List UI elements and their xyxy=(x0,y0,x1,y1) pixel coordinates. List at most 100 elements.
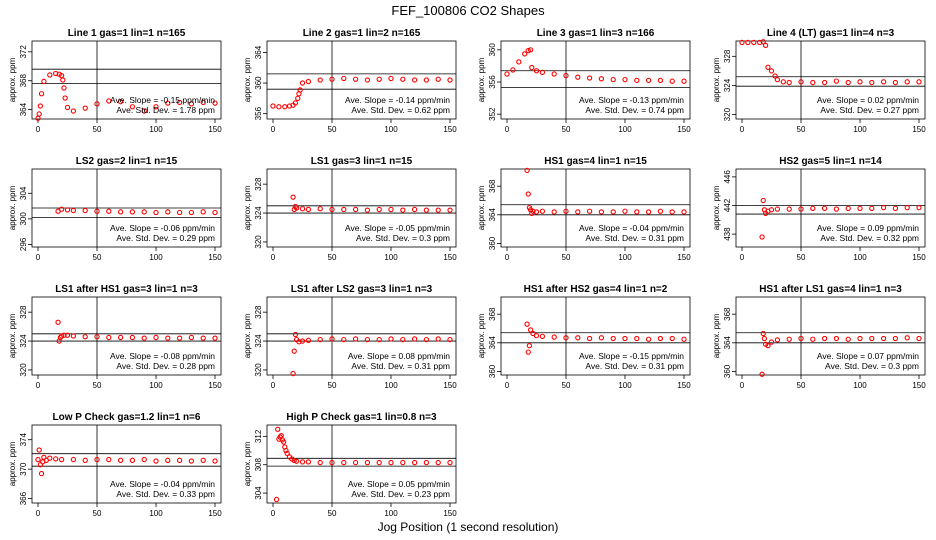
data-point xyxy=(669,335,675,342)
data-point xyxy=(291,348,297,354)
data-point xyxy=(880,79,887,85)
data-point xyxy=(634,77,640,84)
data-point xyxy=(280,439,287,445)
data-point xyxy=(276,104,282,110)
data-point xyxy=(759,234,765,240)
data-point xyxy=(533,209,540,215)
slope-annotation: Ave. Slope = -0.14 ppm/min xyxy=(345,95,450,105)
data-point xyxy=(61,332,67,338)
data-point xyxy=(845,79,851,86)
data-point xyxy=(857,335,863,342)
data-point xyxy=(772,73,778,79)
data-point xyxy=(657,208,664,214)
x-tick-label: 50 xyxy=(93,509,102,518)
y-tick-label: 368 xyxy=(723,307,732,321)
panel-title: Low P Check gas=1.2 lin=1 n=6 xyxy=(53,412,201,423)
panel-title: LS1 after LS2 gas=3 lin=1 n=3 xyxy=(291,284,433,295)
y-tick-label: 304 xyxy=(19,186,28,200)
data-point xyxy=(760,330,766,337)
data-point xyxy=(821,335,828,342)
data-point xyxy=(524,321,530,327)
data-point xyxy=(857,79,863,85)
data-point xyxy=(58,333,65,339)
data-point xyxy=(904,204,910,211)
stddev-annotation: Ave. Std. Dev. = 0.31 ppm xyxy=(351,361,450,371)
chart-panel: High P Check gas=1 lin=0.8 n=3 0 50 100 150 3… xyxy=(243,412,457,518)
chart-panel: Line 1 gas=1 lin=1 n=165 0 50 100 150 364 368 3… xyxy=(8,28,222,134)
x-tick-label: 0 xyxy=(505,381,510,390)
slope-annotation: Ave. Slope = -0.04 ppm/min xyxy=(579,223,684,233)
slope-annotation: Ave. Slope = -0.04 ppm/min xyxy=(110,479,215,489)
panel-title: HS2 gas=5 lin=1 n=14 xyxy=(779,156,882,167)
data-point xyxy=(64,207,71,213)
data-point xyxy=(533,68,540,74)
y-axis-label: approx. ppm xyxy=(712,57,721,102)
data-point xyxy=(904,79,910,85)
data-point xyxy=(681,209,687,215)
x-tick-label: 50 xyxy=(328,509,337,518)
data-point xyxy=(762,42,769,49)
data-point xyxy=(760,39,766,45)
slope-annotation: Ave. Slope = -0.15 ppm/min xyxy=(579,351,684,361)
x-tick-label: 100 xyxy=(384,509,398,518)
data-point xyxy=(525,191,531,197)
data-point xyxy=(765,343,771,349)
y-tick-label: 368 xyxy=(488,179,497,193)
x-tick-label: 150 xyxy=(912,253,926,262)
y-tick-label: 324 xyxy=(19,334,28,348)
data-point xyxy=(447,77,453,83)
data-point xyxy=(411,206,418,213)
data-point xyxy=(305,78,312,85)
slope-annotation: Ave. Slope = 0.02 ppm/min xyxy=(817,95,919,105)
data-point xyxy=(329,206,335,213)
y-tick-label: 364 xyxy=(254,45,263,59)
y-tick-label: 360 xyxy=(488,43,497,57)
y-tick-label: 320 xyxy=(723,107,732,121)
data-point xyxy=(94,456,100,463)
x-tick-label: 150 xyxy=(208,381,222,390)
y-tick-label: 324 xyxy=(254,334,263,348)
chart-panel: HS1 gas=4 lin=1 n=15 0 50 100 150 360 364 368ap… xyxy=(477,156,691,262)
data-point xyxy=(165,457,171,463)
data-point xyxy=(760,197,766,204)
y-tick-label: 438 xyxy=(723,227,732,241)
data-point xyxy=(317,336,323,343)
data-point xyxy=(810,205,816,212)
data-point xyxy=(305,206,312,213)
stddev-annotation: Ave. Std. Dev. = 0.28 ppm xyxy=(116,361,215,371)
data-point xyxy=(833,78,840,84)
y-tick-label: 352 xyxy=(488,107,497,121)
data-point xyxy=(388,459,394,466)
data-point xyxy=(117,457,124,463)
data-point xyxy=(53,456,59,462)
data-point xyxy=(283,447,289,454)
data-point xyxy=(869,335,875,342)
data-point xyxy=(275,426,281,432)
data-point xyxy=(376,76,382,82)
stddev-annotation: Ave. Std. Dev. = 0.29 ppm xyxy=(116,233,215,243)
data-point xyxy=(284,450,290,457)
x-tick-label: 100 xyxy=(853,253,867,262)
data-point xyxy=(622,208,628,214)
data-point xyxy=(622,76,628,83)
stddev-annotation: Ave. Std. Dev. = 0.32 ppm xyxy=(820,233,919,243)
data-point xyxy=(400,76,406,82)
data-point xyxy=(551,209,557,215)
data-point xyxy=(282,104,288,110)
slope-annotation: Ave. Slope = 0.05 ppm/min xyxy=(348,479,450,489)
data-point xyxy=(669,78,675,84)
data-point xyxy=(774,206,781,212)
y-axis-label: approx. ppm xyxy=(712,185,721,230)
data-point xyxy=(739,39,745,46)
panel-grid: Line 1 gas=1 lin=1 n=165 0 50 100 150 364 368 3… xyxy=(8,28,926,518)
data-point xyxy=(129,209,136,215)
data-point xyxy=(352,459,359,466)
stddev-annotation: Ave. Std. Dev. = 0.31 ppm xyxy=(585,361,684,371)
slope-annotation: Ave. Slope = -0.13 ppm/min xyxy=(579,95,684,105)
slope-annotation: Ave. Slope = -0.08 ppm/min xyxy=(110,351,215,361)
data-point xyxy=(610,209,616,215)
y-tick-label: 370 xyxy=(19,462,28,476)
data-point xyxy=(176,335,183,341)
data-point xyxy=(400,336,406,343)
